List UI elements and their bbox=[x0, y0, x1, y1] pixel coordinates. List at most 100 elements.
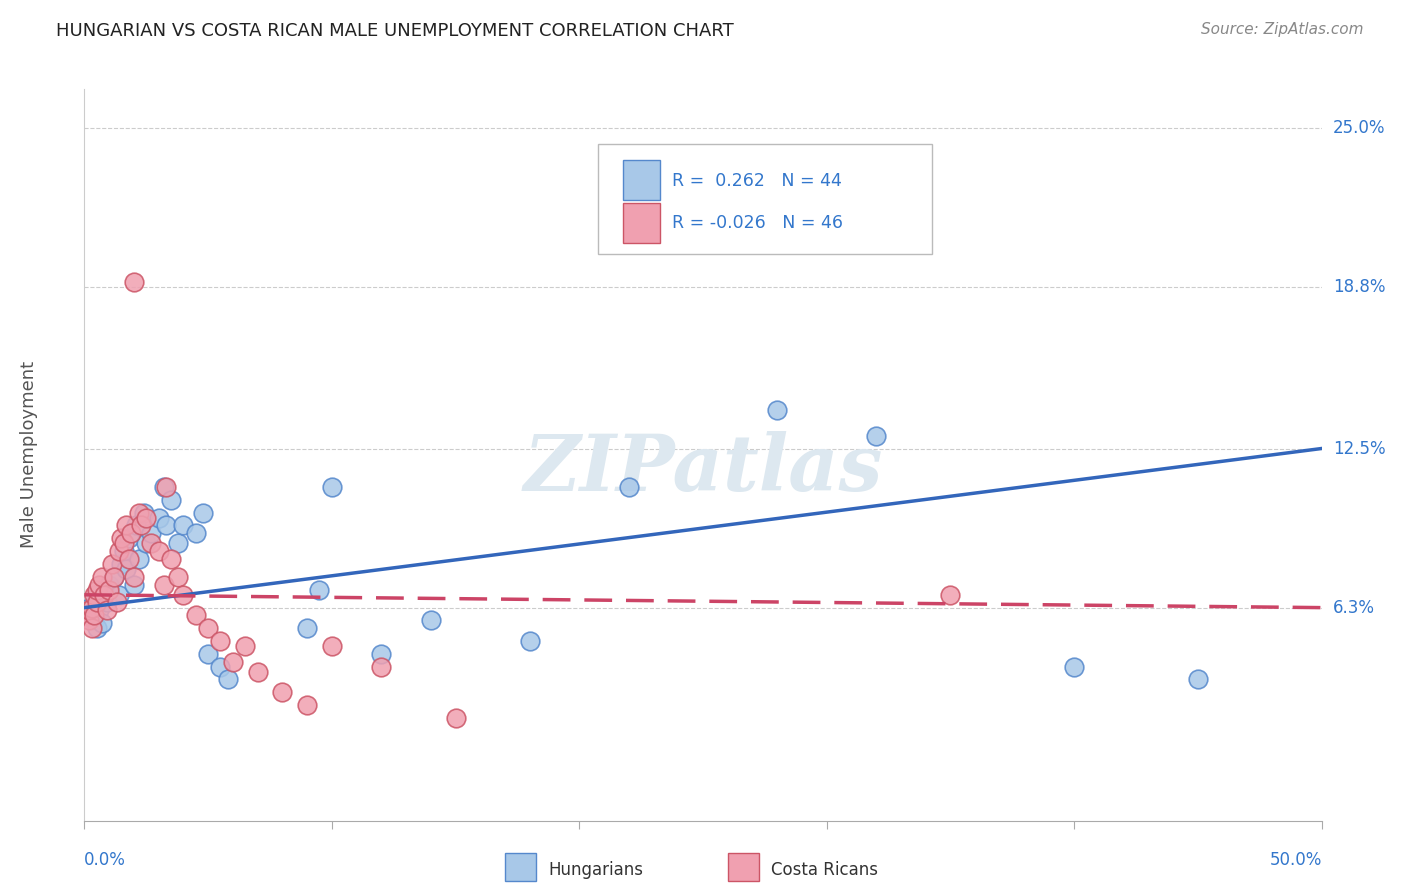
Point bbox=[246, 665, 269, 679]
Point bbox=[89, 603, 111, 617]
Point bbox=[115, 518, 138, 533]
Point bbox=[135, 510, 157, 524]
Point bbox=[83, 588, 105, 602]
Point bbox=[370, 647, 392, 661]
Point bbox=[295, 698, 318, 713]
Point bbox=[122, 570, 145, 584]
Text: 12.5%: 12.5% bbox=[1333, 440, 1385, 458]
Point bbox=[160, 492, 183, 507]
Point bbox=[167, 570, 190, 584]
Point bbox=[172, 518, 194, 533]
Point bbox=[295, 621, 318, 635]
Point bbox=[222, 655, 245, 669]
FancyBboxPatch shape bbox=[598, 144, 932, 253]
Bar bbox=[623, 161, 659, 201]
Point bbox=[80, 608, 103, 623]
Point bbox=[79, 603, 101, 617]
Point bbox=[167, 536, 190, 550]
Point bbox=[122, 275, 145, 289]
Point bbox=[100, 557, 122, 571]
Point bbox=[135, 536, 157, 550]
Point bbox=[110, 557, 132, 571]
Point bbox=[120, 526, 142, 541]
Text: ZIPatlas: ZIPatlas bbox=[523, 432, 883, 508]
Point bbox=[118, 552, 141, 566]
Point bbox=[125, 518, 148, 533]
Point bbox=[217, 673, 239, 687]
Point bbox=[93, 582, 115, 597]
Point bbox=[96, 595, 118, 609]
Text: Male Unemployment: Male Unemployment bbox=[20, 361, 38, 549]
Point bbox=[191, 506, 214, 520]
Point bbox=[865, 428, 887, 442]
Bar bbox=[623, 202, 659, 243]
Text: 25.0%: 25.0% bbox=[1333, 119, 1385, 136]
Text: 50.0%: 50.0% bbox=[1270, 851, 1322, 869]
Point bbox=[197, 621, 219, 635]
Point bbox=[115, 562, 138, 576]
Text: HUNGARIAN VS COSTA RICAN MALE UNEMPLOYMENT CORRELATION CHART: HUNGARIAN VS COSTA RICAN MALE UNEMPLOYME… bbox=[56, 22, 734, 40]
Text: R =  0.262   N = 44: R = 0.262 N = 44 bbox=[672, 171, 842, 190]
Point bbox=[90, 615, 112, 630]
Point bbox=[152, 480, 174, 494]
Text: 18.8%: 18.8% bbox=[1333, 277, 1385, 296]
Point bbox=[112, 544, 135, 558]
Text: Costa Ricans: Costa Ricans bbox=[770, 861, 879, 879]
Point bbox=[444, 711, 467, 725]
Point bbox=[90, 570, 112, 584]
Point bbox=[89, 577, 111, 591]
Point bbox=[141, 526, 163, 541]
Point bbox=[98, 582, 121, 597]
Point bbox=[129, 518, 152, 533]
Point bbox=[1063, 659, 1085, 673]
Point bbox=[79, 614, 101, 628]
Text: 6.3%: 6.3% bbox=[1333, 599, 1375, 616]
Point bbox=[86, 588, 108, 602]
Point bbox=[172, 588, 194, 602]
Point bbox=[96, 603, 118, 617]
Point bbox=[118, 532, 141, 546]
Point bbox=[321, 639, 343, 653]
Point bbox=[308, 582, 330, 597]
Point bbox=[76, 608, 98, 623]
Point bbox=[98, 577, 121, 591]
Point bbox=[419, 614, 441, 628]
Point bbox=[103, 570, 125, 584]
Point bbox=[80, 621, 103, 635]
Point bbox=[103, 570, 125, 584]
Point bbox=[160, 552, 183, 566]
Bar bbox=[505, 853, 536, 880]
Text: Hungarians: Hungarians bbox=[548, 861, 644, 879]
Point bbox=[105, 595, 128, 609]
Point bbox=[86, 582, 108, 597]
Point bbox=[132, 506, 155, 520]
Point bbox=[148, 510, 170, 524]
Text: 0.0%: 0.0% bbox=[84, 851, 127, 869]
Point bbox=[370, 659, 392, 673]
Point bbox=[209, 634, 232, 648]
Point bbox=[79, 600, 101, 615]
Point bbox=[155, 518, 177, 533]
Point bbox=[271, 685, 294, 699]
Point bbox=[86, 621, 108, 635]
Point bbox=[128, 506, 150, 520]
Point bbox=[128, 552, 150, 566]
Point bbox=[152, 577, 174, 591]
Point bbox=[108, 544, 131, 558]
Point bbox=[141, 536, 163, 550]
Point bbox=[112, 536, 135, 550]
Point bbox=[1187, 673, 1209, 687]
Bar bbox=[728, 853, 759, 880]
Point bbox=[617, 480, 640, 494]
Point bbox=[108, 588, 131, 602]
Point bbox=[83, 614, 105, 628]
Point bbox=[80, 600, 103, 615]
Point bbox=[321, 480, 343, 494]
Text: R = -0.026   N = 46: R = -0.026 N = 46 bbox=[672, 214, 844, 232]
Point bbox=[93, 588, 115, 602]
Point bbox=[122, 577, 145, 591]
Point bbox=[519, 634, 541, 648]
Point bbox=[197, 647, 219, 661]
Point bbox=[86, 595, 108, 609]
Text: Source: ZipAtlas.com: Source: ZipAtlas.com bbox=[1201, 22, 1364, 37]
